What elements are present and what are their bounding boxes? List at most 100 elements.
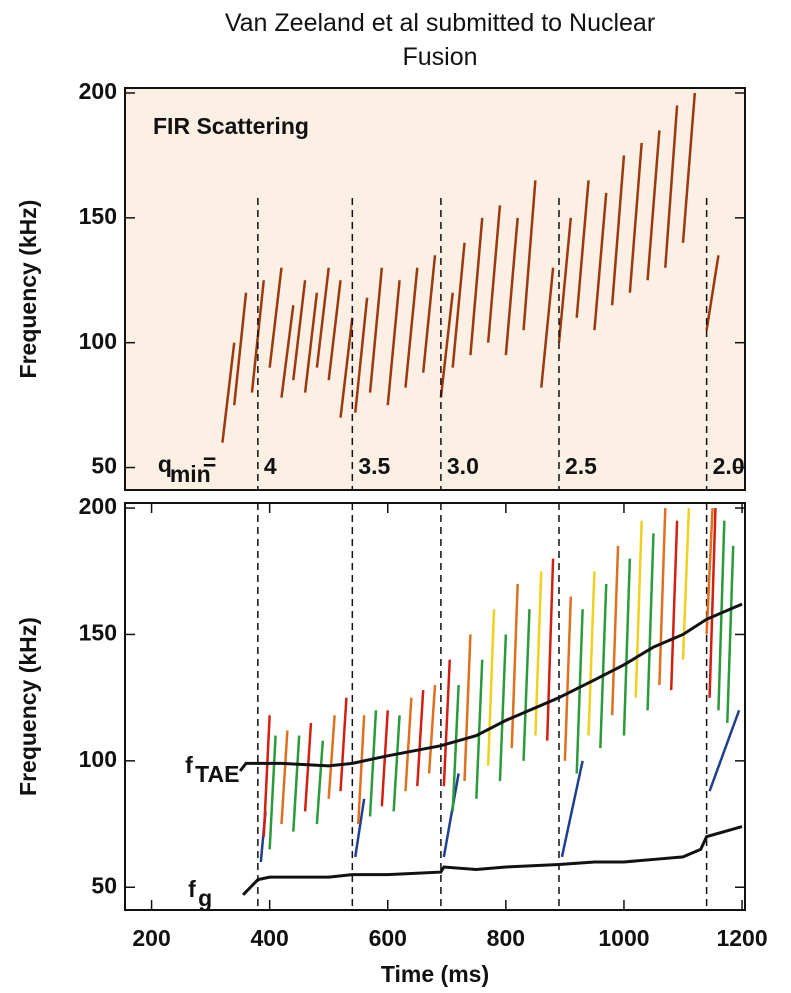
marker-label: 4 [264,453,277,479]
chirp [315,740,325,825]
chirp [486,205,502,343]
y-tick-label: 50 [91,453,117,479]
marker-label: 2.5 [565,453,597,479]
chirp [392,715,401,812]
chirp [442,659,452,787]
chirp [681,92,697,243]
chirp [540,267,555,388]
series-label: f [188,876,196,902]
chirp [354,798,366,858]
chirp [303,292,319,393]
figure-title: Van Zeeland et al submitted to Nuclear F… [224,9,656,71]
chirp [368,710,378,817]
chirp [451,242,466,368]
chirp [416,689,425,787]
x-tick-label: 1200 [716,925,767,951]
chirp [708,508,717,698]
chirp [368,267,384,393]
plot-background [125,88,745,490]
chirp [463,634,472,782]
plot-frame [124,502,746,911]
chirp [327,715,336,799]
chirp [717,520,726,711]
annotation: FIR Scattering [153,113,309,139]
series-line [238,602,743,772]
y-tick-label: 100 [79,328,117,354]
chirp [354,297,369,413]
chirp [486,609,496,766]
y-tick-label: 150 [79,620,117,646]
chirp [705,507,714,635]
chirp [404,697,413,792]
x-axis-label: Time (ms) [381,961,489,987]
chirp [560,760,584,858]
chirp [386,280,401,406]
y-axis-label: Frequency (kHz) [15,200,41,379]
chirp [628,142,643,293]
chirp [498,634,508,782]
chirp [427,684,437,774]
chirp [664,105,679,268]
chirp [327,280,342,381]
chirp [634,520,643,698]
chirp [504,217,519,356]
chirp [708,709,741,792]
chirp [705,255,720,331]
chirp [622,558,632,736]
chirp [268,267,283,368]
chirp [522,180,537,331]
q-label: q [158,451,172,477]
y-tick-label: 200 [79,493,117,519]
chirp [575,180,590,318]
marker-label: 2.0 [713,453,745,479]
chirp [451,684,460,812]
plot-background [125,503,745,910]
chirp [292,280,307,381]
chirp [610,155,626,306]
x-tick-label: 800 [487,925,525,951]
chirp [522,609,531,761]
chirp [442,773,460,858]
chirp [268,735,277,850]
series-label: f [185,752,193,778]
chirp [646,533,655,711]
chirp [599,583,608,749]
x-tick-label: 1000 [598,925,649,951]
series-line [242,825,743,896]
y-axis-label: Frequency (kHz) [15,617,41,796]
chirp [563,596,573,761]
chirp [232,292,248,406]
y-tick-label: 100 [79,746,117,772]
q-label-sub: min [170,461,211,487]
plot-frame [124,87,746,491]
q-label-sign: = [203,449,216,475]
chirp [510,583,519,749]
chirp [380,710,390,807]
chirp [356,715,366,825]
marker-label: 3.0 [447,453,479,479]
chirp [221,342,236,443]
x-tick-label: 400 [250,925,288,951]
series-label-sub: g [198,885,212,911]
chirp [469,217,484,356]
chirp [280,730,289,825]
chirp [280,305,295,398]
chirp [646,130,661,281]
chirp [339,317,354,418]
chirp [557,217,573,343]
series-label-sub: TAE [195,761,239,787]
chirp [610,545,620,716]
chirp [545,558,555,741]
chirp [587,571,596,736]
marker-label: 3.5 [358,453,390,479]
x-tick-label: 200 [132,925,170,951]
chirp [292,735,301,832]
y-tick-label: 150 [79,203,117,229]
chirp [669,520,679,691]
chirp [726,545,735,723]
chirp [475,659,484,799]
chirp [303,722,313,812]
x-tick-label: 600 [369,925,407,951]
chirp [575,609,584,774]
